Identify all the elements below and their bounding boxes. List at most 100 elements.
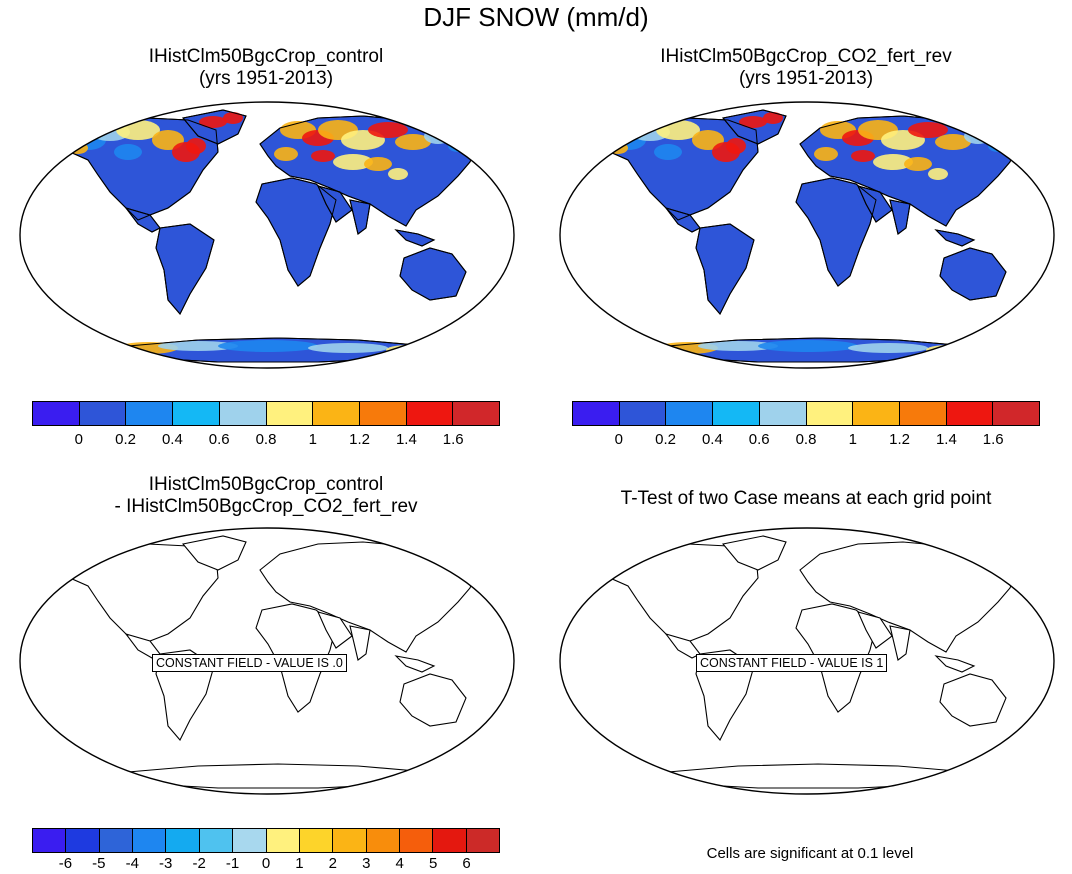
colorbar-tick-label: 0.2 [655,431,677,448]
colorbar-tick-label: 0 [614,431,623,448]
colorbar-swatch [666,402,714,425]
colorbar-swatch [313,402,360,425]
colorbar-tick-label: 6 [462,855,471,872]
landmass-indonesia [934,655,976,673]
colorbar-tick-label: 0.4 [161,431,183,448]
colorbar-swatch [126,402,174,425]
colorbar-swatch [806,402,854,425]
snow-cell [223,112,243,124]
snow-cell [908,122,948,138]
colorbar-swatch [899,402,947,425]
colorbar-tick-label: 1 [295,855,304,872]
colorbar-tick-label: 1 [308,431,317,448]
snow-cell [186,138,206,154]
coastline-africa [255,177,337,287]
coastline-africa [795,177,877,287]
colorbar-swatch [713,402,760,425]
snow-cell [814,147,838,161]
colorbar-tick-label: 0.2 [115,431,137,448]
colorbar-swatch [759,402,807,425]
significance-note: Cells are significant at 0.1 level [706,845,914,862]
snow-cell [726,138,746,154]
map-border [19,101,515,369]
landmass-arabia [857,611,893,649]
panel-2-map [558,100,1056,370]
snow-cell [739,116,767,128]
colorbar-swatch [33,402,80,425]
panel-4-title: T-Test of two Case means at each grid po… [556,488,1056,510]
panel-4-map [558,526,1056,796]
snow-cell [758,340,858,352]
colorbar-tick-label: -2 [192,855,206,872]
landmass-australia [939,673,1007,727]
colorbar-tick-label: 1.2 [349,431,371,448]
coastline-australia [939,247,1007,301]
colorbar-difference-labels: -6 -5 -4 -3 -2 -1 0 1 2 3 4 5 6 [32,855,500,873]
landmass-europeAsia [259,541,479,653]
snow-cell [395,134,431,150]
snow-cell [978,122,998,134]
snow-cell [928,168,948,180]
colorbar-tick-label: 3 [362,855,371,872]
colorbar-swatch [133,829,167,852]
snow-cell [438,122,458,134]
coastline-india [349,199,371,235]
panel-3-title-line2: - IHistClm50BgcCrop_CO2_fert_rev [114,496,418,517]
colorbar-swatch [199,829,234,852]
colorbar-panel-1-labels: 0 0.2 0.4 0.6 0.8 1 1.2 1.4 1.6 [32,431,500,449]
colorbar-tick-label: -3 [159,855,173,872]
snow-cell [608,142,628,154]
colorbar-swatch [66,829,100,852]
panel-1-title-line1: IHistClm50BgcCrop_control [148,46,384,67]
coastline-australia [399,247,467,301]
snow-cell [851,150,875,162]
colorbar-swatch [359,402,407,425]
colorbar-swatch [166,829,200,852]
figure-title: DJF SNOW (mm/d) [423,2,649,32]
landmass-greenland [181,535,247,571]
colorbar-swatch [79,402,127,425]
coastline-indonesia [394,229,436,247]
panel-1-map [18,100,516,370]
panel-3-title: IHistClm50BgcCrop_control - IHistClm50Bg… [16,474,516,518]
colorbar-swatch [99,829,134,852]
snow-cell [848,343,928,353]
coastline-greenland [722,109,787,145]
coastline-southAmerica [695,223,755,315]
landmass-greenland [721,535,787,571]
landmass-northAmerica [57,543,219,647]
coastline-centralAmerica [124,207,161,233]
colorbar-tick-label: 0.4 [701,431,723,448]
colorbar-swatch [366,829,400,852]
colorbar-swatch [233,829,267,852]
colorbar-tick-label: -1 [225,855,240,872]
colorbar-tick-label: 5 [428,855,438,872]
colorbar-tick-label: 0 [74,431,83,448]
panel-2-title-line1: IHistClm50BgcCrop_CO2_fert_rev [660,46,952,67]
snow-cell [199,116,227,128]
snow-cell [158,341,238,351]
colorbar-swatch [33,829,67,852]
landmass-arabia [317,611,353,649]
colorbar-tick-label: 4 [395,855,404,872]
colorbar-swatch [453,402,500,425]
snow-cell [70,130,106,150]
colorbar-swatch [853,402,900,425]
colorbar-tick-label: 1.4 [935,431,957,448]
colorbar-tick-label: 2 [328,855,338,872]
snow-cell [311,150,335,162]
colorbar-tick-label: -6 [58,855,73,872]
colorbar-panel-1 [32,401,500,426]
map-border [559,527,1055,795]
panel-4-constant-field-label: CONSTANT FIELD - VALUE IS 1 [696,654,888,672]
snow-cell [218,340,318,352]
panel-2-title: IHistClm50BgcCrop_CO2_fert_rev (yrs 1951… [556,46,1056,90]
colorbar-tick-label: -4 [125,855,139,872]
coastline-india [889,199,911,235]
colorbar-swatch [946,402,994,425]
coastline-centralAmerica [664,207,701,233]
landmass-india [889,199,911,235]
colorbar-swatch [433,829,467,852]
panel-3-title-line1: IHistClm50BgcCrop_control [148,474,384,495]
snow-cell [904,157,932,171]
